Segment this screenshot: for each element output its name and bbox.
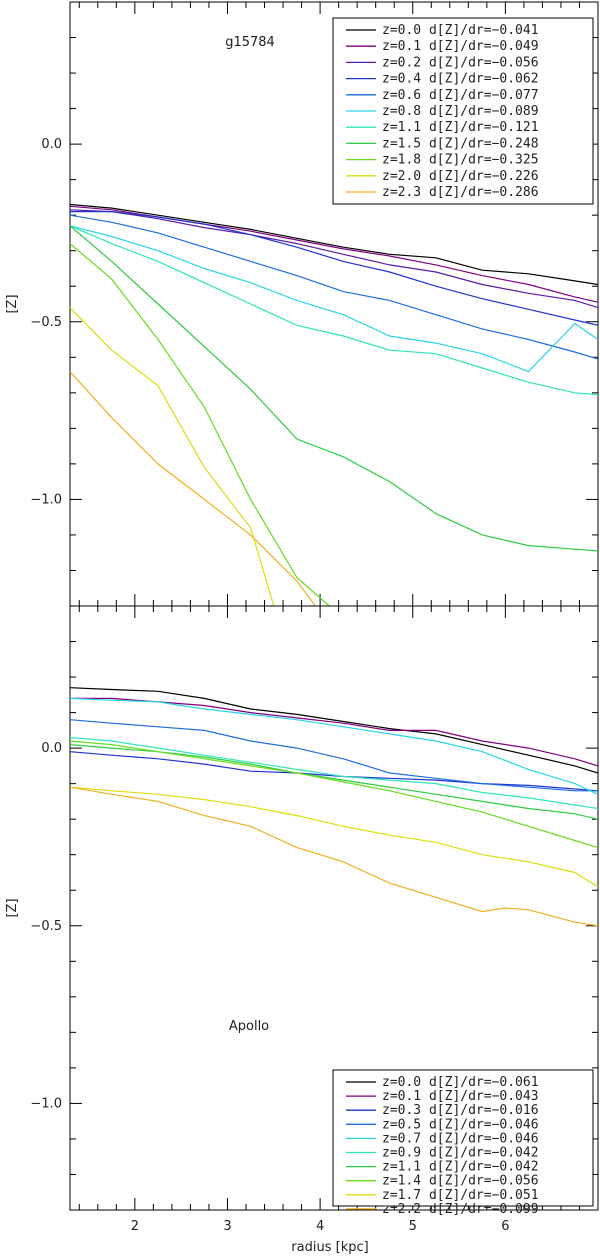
x-tick-label: 5 — [409, 1219, 417, 1234]
legend-entry: z=1.1 d[Z]/dr=−0.121 — [382, 120, 539, 135]
series-group — [70, 687, 598, 927]
x-tick-label: 6 — [501, 1219, 509, 1234]
series-line-4 — [70, 697, 598, 795]
legend-entry: z=0.1 d[Z]/dr=−0.049 — [382, 39, 539, 54]
legend-entry: z=0.6 d[Z]/dr=−0.077 — [382, 88, 539, 103]
x-tick-label: 4 — [316, 1219, 324, 1234]
y-tick-label: 0.0 — [41, 741, 62, 756]
x-axis-title: radius [kpc] — [291, 1240, 368, 1255]
series-line-8 — [70, 786, 598, 888]
legend-entry: z=2.3 d[Z]/dr=−0.286 — [382, 185, 539, 200]
y-tick-label: −0.5 — [30, 919, 62, 934]
series-line-3 — [70, 211, 598, 326]
panel-title: Apollo — [229, 1019, 269, 1034]
series-line-2 — [70, 209, 598, 309]
y-tick-label: −1.0 — [30, 492, 62, 507]
legend-entry: z=2.0 d[Z]/dr=−0.226 — [382, 169, 539, 184]
legend-entry: z=0.0 d[Z]/dr=−0.041 — [382, 23, 539, 38]
series-line-4 — [70, 214, 598, 360]
legend-box — [332, 1069, 594, 1207]
series-line-9 — [70, 786, 598, 927]
y-tick-label: −0.5 — [30, 315, 62, 330]
legend-entry: z=0.2 d[Z]/dr=−0.056 — [382, 55, 539, 70]
series-line-6 — [70, 744, 598, 820]
series-line-9 — [70, 307, 275, 606]
panel-g15784: 0.0 −0.5 −1.0 [Z] g15784 z=0.0 d[Z]/dr=−0.041… — [5, 1, 599, 607]
series-line-1 — [70, 697, 598, 767]
legend-entry: z=0.0 d[Z]/dr=−0.061 — [382, 1075, 539, 1090]
y-tick-label: 0.0 — [41, 137, 62, 152]
series-group — [70, 203, 598, 606]
legend-box — [332, 17, 594, 205]
legend-entry: z=1.4 d[Z]/dr=−0.056 — [382, 1174, 539, 1189]
legend-entry: z=0.9 d[Z]/dr=−0.042 — [382, 1146, 539, 1161]
y-axis-title: [Z] — [5, 898, 20, 917]
legend-entry: z=0.8 d[Z]/dr=−0.089 — [382, 104, 539, 119]
plot-frame — [69, 605, 599, 1211]
legend-entry: z=0.4 d[Z]/dr=−0.062 — [382, 72, 539, 87]
series-line-5 — [70, 225, 598, 373]
series-line-8 — [70, 243, 330, 606]
series-line-3 — [70, 719, 598, 792]
legend-entry: z=0.5 d[Z]/dr=−0.046 — [382, 1117, 539, 1132]
series-line-10 — [70, 371, 316, 606]
panel-apollo: 0.0 −0.5 −1.0 [Z] 2 3 4 5 6 Apollo z=0.0 d[Z]/dr=−… — [5, 605, 599, 1234]
series-line-7 — [70, 225, 598, 552]
x-tick-label: 3 — [223, 1219, 231, 1234]
y-tick-label: −1.0 — [30, 1096, 62, 1111]
series-line-0 — [70, 203, 598, 286]
legend-entry: z=0.1 d[Z]/dr=−0.043 — [382, 1089, 539, 1104]
y-axis-title: [Z] — [5, 294, 20, 313]
panel-title: g15784 — [225, 35, 275, 50]
legend-entry: z=0.3 d[Z]/dr=−0.016 — [382, 1103, 539, 1118]
series-line-7 — [70, 740, 598, 849]
legend-entry: z=0.7 d[Z]/dr=−0.046 — [382, 1131, 539, 1146]
legend-entry: z=1.8 d[Z]/dr=−0.325 — [382, 153, 539, 168]
series-line-5 — [70, 736, 598, 810]
legend-entry: z=2.2 d[Z]/dr=−0.099 — [382, 1202, 539, 1217]
x-tick-label: 2 — [131, 1219, 139, 1234]
series-line-2 — [70, 751, 598, 792]
legend-entry: z=1.5 d[Z]/dr=−0.248 — [382, 136, 539, 151]
legend-entry: z=1.1 d[Z]/dr=−0.042 — [382, 1160, 539, 1175]
series-line-6 — [70, 225, 598, 396]
legend-entry: z=1.7 d[Z]/dr=−0.051 — [382, 1188, 539, 1203]
series-line-0 — [70, 687, 598, 774]
